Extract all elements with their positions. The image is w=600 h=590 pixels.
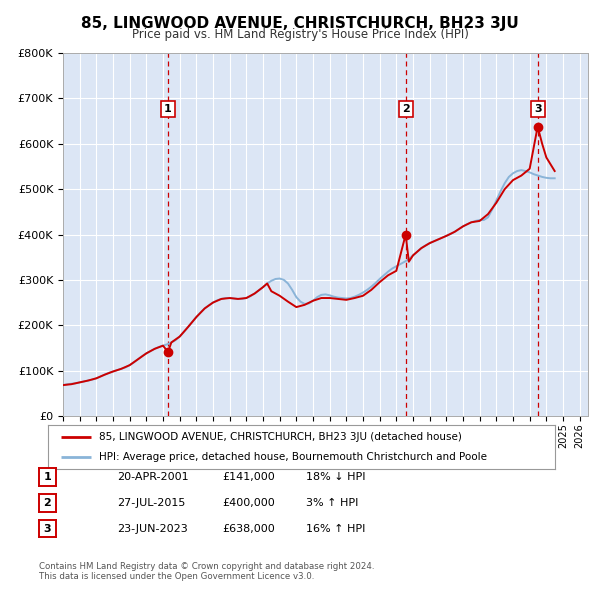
Text: 2: 2 — [402, 104, 410, 114]
Text: £400,000: £400,000 — [222, 498, 275, 507]
Text: This data is licensed under the Open Government Licence v3.0.: This data is licensed under the Open Gov… — [39, 572, 314, 581]
Text: 3: 3 — [534, 104, 541, 114]
Text: 1: 1 — [44, 472, 51, 481]
Text: 2: 2 — [44, 498, 51, 507]
Text: 16% ↑ HPI: 16% ↑ HPI — [306, 524, 365, 533]
Text: Contains HM Land Registry data © Crown copyright and database right 2024.: Contains HM Land Registry data © Crown c… — [39, 562, 374, 571]
Text: 85, LINGWOOD AVENUE, CHRISTCHURCH, BH23 3JU: 85, LINGWOOD AVENUE, CHRISTCHURCH, BH23 … — [81, 16, 519, 31]
Text: 23-JUN-2023: 23-JUN-2023 — [117, 524, 188, 533]
Text: 3: 3 — [44, 524, 51, 533]
Text: 18% ↓ HPI: 18% ↓ HPI — [306, 472, 365, 481]
Text: 85, LINGWOOD AVENUE, CHRISTCHURCH, BH23 3JU (detached house): 85, LINGWOOD AVENUE, CHRISTCHURCH, BH23 … — [98, 432, 461, 442]
Text: 27-JUL-2015: 27-JUL-2015 — [117, 498, 185, 507]
Text: £141,000: £141,000 — [222, 472, 275, 481]
Text: £638,000: £638,000 — [222, 524, 275, 533]
Text: 1: 1 — [164, 104, 172, 114]
Text: HPI: Average price, detached house, Bournemouth Christchurch and Poole: HPI: Average price, detached house, Bour… — [98, 452, 487, 462]
Text: 3% ↑ HPI: 3% ↑ HPI — [306, 498, 358, 507]
Text: 20-APR-2001: 20-APR-2001 — [117, 472, 188, 481]
Text: Price paid vs. HM Land Registry's House Price Index (HPI): Price paid vs. HM Land Registry's House … — [131, 28, 469, 41]
